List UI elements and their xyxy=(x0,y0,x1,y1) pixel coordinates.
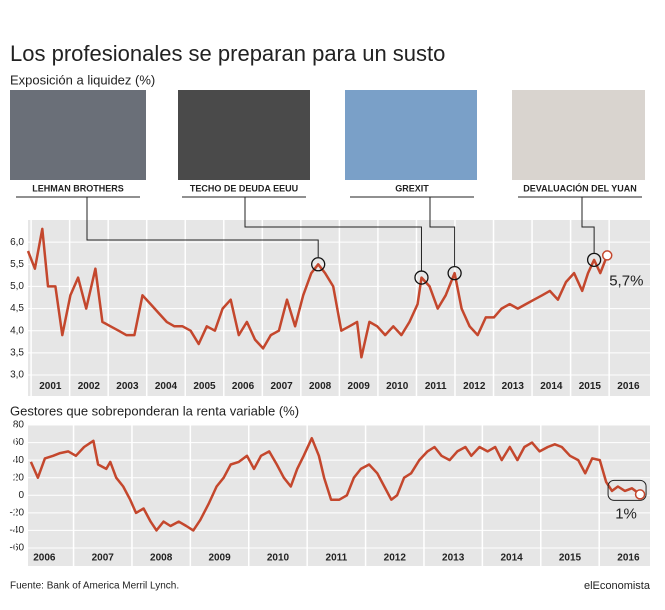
y-tick-label: 6,0 xyxy=(10,237,24,248)
x-tick-label: 2007 xyxy=(270,381,293,392)
x-tick-label: 2013 xyxy=(442,553,465,564)
x-tick-label: 2009 xyxy=(208,553,231,564)
photo xyxy=(345,90,477,180)
x-tick-label: 2014 xyxy=(540,381,563,392)
event-label-bg xyxy=(182,181,306,196)
x-tick-label: 2006 xyxy=(33,553,56,564)
event-label-bg xyxy=(350,181,474,196)
x-tick-label: 2008 xyxy=(309,381,332,392)
data-line xyxy=(29,436,641,532)
event-highlight xyxy=(447,265,462,281)
event-connector xyxy=(244,197,422,271)
event-label-bg xyxy=(16,181,140,196)
source: Fuente: Bank of America Merril Lynch. xyxy=(10,581,179,592)
x-tick-label: 2012 xyxy=(384,553,407,564)
y-tick-label: -20 xyxy=(10,507,25,518)
event-label: TECHO DE DEUDA EEUU xyxy=(190,183,298,193)
x-tick-label: 2001 xyxy=(39,381,62,392)
x-tick-label: 2012 xyxy=(463,381,486,392)
event-label-bg xyxy=(518,181,642,196)
x-tick-label: 2016 xyxy=(617,381,640,392)
last-point xyxy=(601,250,613,261)
y-tick-label: -40 xyxy=(10,525,25,536)
event-label: GREXIT xyxy=(395,183,429,193)
chart-title: Gestores que sobreponderan la renta vari… xyxy=(10,403,299,418)
y-tick-label: 80 xyxy=(13,420,25,431)
event-connector xyxy=(429,197,456,267)
x-tick-label: 2004 xyxy=(155,381,178,392)
y-tick-label: 5,0 xyxy=(10,281,24,292)
x-tick-label: 2014 xyxy=(500,553,523,564)
x-tick-label: 2016 xyxy=(617,553,640,564)
last-point xyxy=(634,489,646,500)
event-label: LEHMAN BROTHERS xyxy=(32,183,124,193)
x-tick-label: 2005 xyxy=(193,381,216,392)
x-tick-label: 2003 xyxy=(116,381,139,392)
y-tick-label: 5,5 xyxy=(10,259,24,270)
x-tick-label: 2006 xyxy=(232,381,255,392)
y-tick-label: 4,5 xyxy=(10,303,24,314)
event-connector xyxy=(581,197,595,253)
annotation: 5,7% xyxy=(609,272,643,289)
x-tick-label: 2002 xyxy=(78,381,101,392)
chart-title: Exposición a liquidez (%) xyxy=(10,72,155,87)
x-tick-label: 2011 xyxy=(425,381,447,392)
event-label: DEVALUACIÓN DEL YUAN xyxy=(523,182,637,193)
data-line xyxy=(26,227,609,359)
y-tick-label: 40 xyxy=(13,455,25,466)
annotation: 1% xyxy=(615,505,637,522)
x-tick-label: 2009 xyxy=(348,381,371,392)
y-tick-label: 20 xyxy=(13,472,25,483)
highlight-box xyxy=(607,479,647,501)
x-tick-label: 2008 xyxy=(150,553,173,564)
x-tick-label: 2010 xyxy=(386,381,409,392)
y-tick-label: 4,0 xyxy=(10,325,24,336)
x-tick-label: 2010 xyxy=(267,553,290,564)
title: Los profesionales se preparan para un su… xyxy=(10,41,445,66)
event-highlight xyxy=(586,252,602,268)
y-tick-label: 0 xyxy=(18,490,24,501)
photo xyxy=(178,90,310,180)
photo xyxy=(10,90,146,180)
x-tick-label: 2007 xyxy=(92,553,115,564)
x-tick-label: 2011 xyxy=(326,553,348,564)
brand: elEconomista xyxy=(584,580,651,592)
x-tick-label: 2015 xyxy=(579,381,602,392)
x-tick-label: 2015 xyxy=(559,553,582,564)
y-tick-label: -60 xyxy=(10,543,25,554)
x-tick-label: 2013 xyxy=(502,381,525,392)
x-axis-band xyxy=(28,548,650,566)
y-tick-label: 3,5 xyxy=(10,347,24,358)
event-highlight xyxy=(311,257,326,272)
y-tick-label: 60 xyxy=(13,437,25,448)
plot-background xyxy=(28,425,650,548)
photo xyxy=(512,90,645,180)
event-highlight xyxy=(414,270,429,285)
y-tick-label: 3,0 xyxy=(10,370,24,381)
event-connector xyxy=(86,197,319,258)
